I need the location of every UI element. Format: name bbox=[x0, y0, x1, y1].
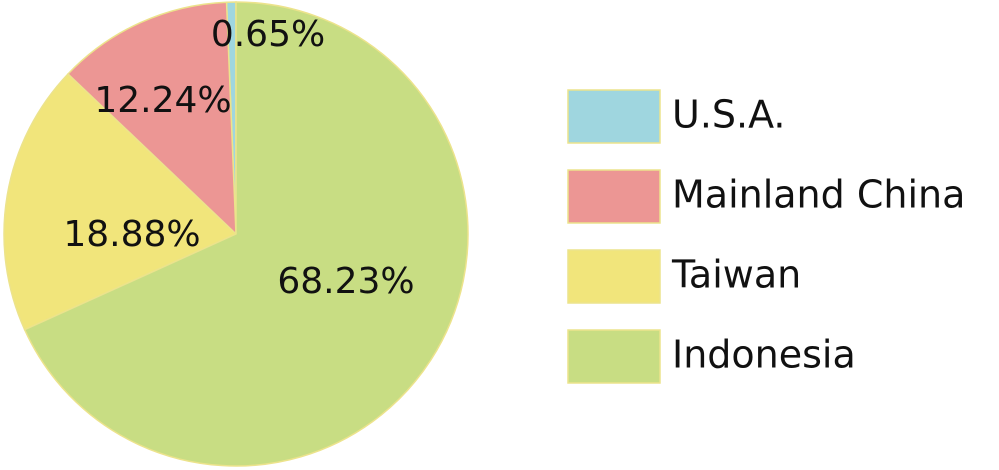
legend-label: Mainland China bbox=[672, 173, 965, 217]
legend-swatch bbox=[567, 249, 661, 304]
data-label: 0.65% bbox=[211, 14, 325, 55]
pie-slice bbox=[23, 1, 469, 467]
data-label: 18.88% bbox=[63, 214, 200, 255]
legend-label: U.S.A. bbox=[672, 93, 786, 137]
legend-swatch bbox=[567, 169, 661, 224]
legend-label: Indonesia bbox=[672, 333, 856, 377]
data-label: 68.23% bbox=[277, 261, 414, 302]
pie-slice bbox=[3, 72, 238, 331]
data-label: 12.24% bbox=[94, 80, 231, 121]
pie-slice bbox=[66, 1, 237, 236]
legend-swatch bbox=[567, 329, 661, 384]
legend-swatch bbox=[567, 89, 661, 144]
legend-label: Taiwan bbox=[671, 253, 801, 297]
